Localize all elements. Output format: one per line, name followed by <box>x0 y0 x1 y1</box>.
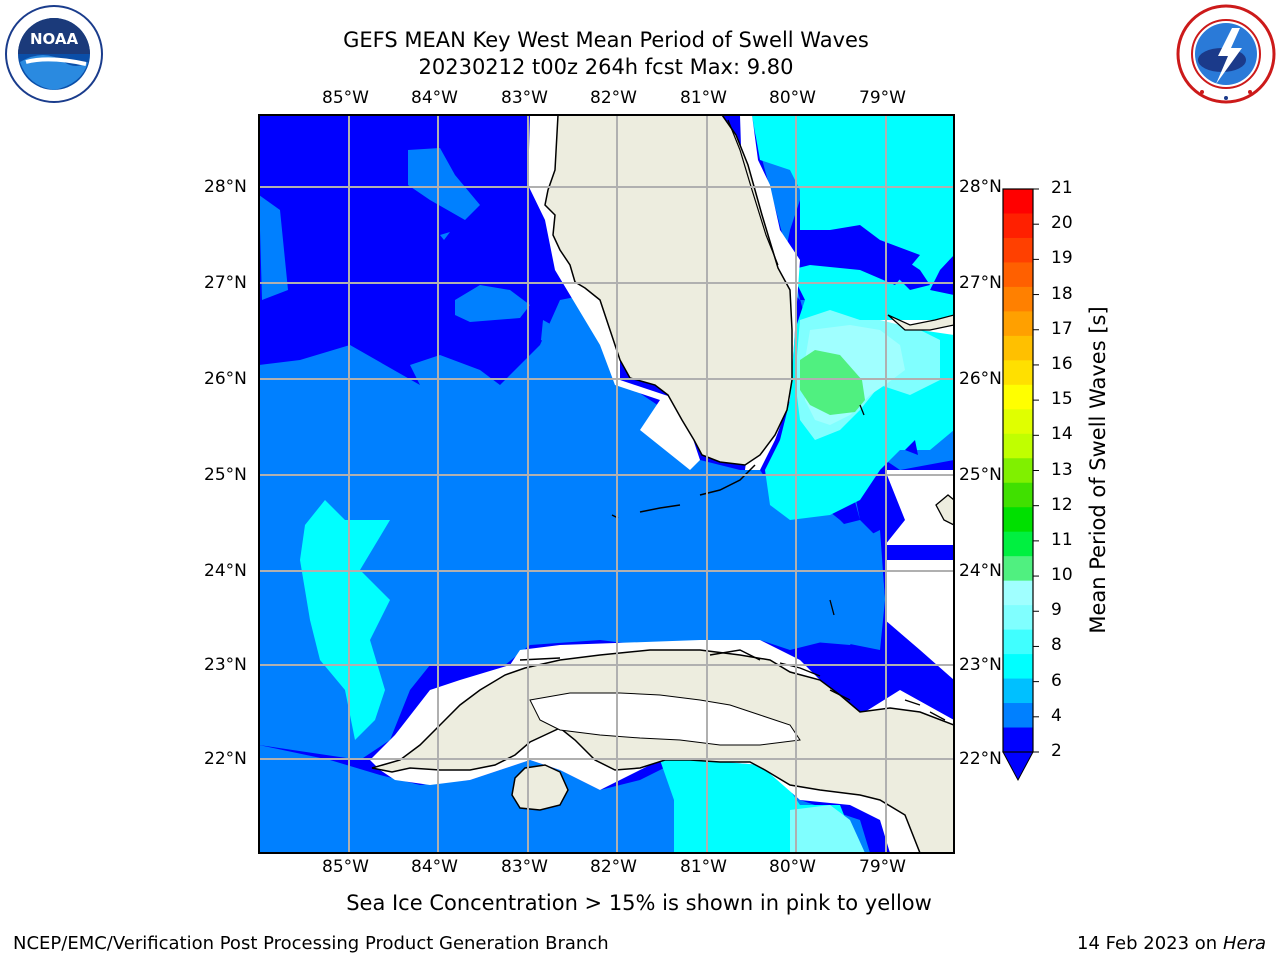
lat-label-left-22: 22°N <box>204 749 247 769</box>
chart-subtitle: 20230212 t00z 264h fcst Max: 9.80 <box>418 55 794 79</box>
lon-label-bottom-82: 82°W <box>590 857 637 877</box>
colorbar <box>1002 188 1039 782</box>
colorbar-segment <box>1003 629 1033 655</box>
lat-label-right-22: 22°N <box>959 749 1002 769</box>
colorbar-segment <box>1003 556 1033 582</box>
colorbar-segment <box>1003 507 1033 533</box>
lat-label-left-26: 26°N <box>204 369 247 389</box>
colorbar-tick-label: 8 <box>1051 635 1062 656</box>
bahamas-small <box>829 404 946 721</box>
florida-east-coast <box>727 119 779 266</box>
land-grand-bahama <box>887 314 954 331</box>
colorbar-segment <box>1003 654 1033 680</box>
footer-host: Hera <box>1222 933 1266 954</box>
land-andros <box>935 494 954 526</box>
colorbar-label: Mean Period of Swell Waves [s] <box>1086 306 1110 634</box>
colorbar-extend-arrow <box>1002 751 1034 782</box>
lat-label-right-23: 23°N <box>959 655 1002 675</box>
colorbar-segment <box>1003 189 1033 214</box>
noaa-logo: NOAA <box>4 4 104 104</box>
colorbar-tick-label: 9 <box>1051 600 1062 621</box>
lon-label-bottom-83: 83°W <box>501 857 548 877</box>
colorbar-tick-label: 6 <box>1051 670 1062 691</box>
graticule <box>259 115 954 853</box>
colorbar-segment <box>1003 580 1033 606</box>
lat-label-left-28: 28°N <box>204 177 247 197</box>
colorbar-segment <box>1003 262 1033 288</box>
colorbar-tick-label: 16 <box>1051 353 1073 374</box>
colorbar-segment <box>1003 409 1033 435</box>
lon-label-bottom-85: 85°W <box>322 857 369 877</box>
lon-label-top-84: 84°W <box>411 88 458 108</box>
colorbar-tick-label: 15 <box>1051 389 1073 410</box>
colorbar-tick-label: 10 <box>1051 565 1073 586</box>
lon-label-top-83: 83°W <box>501 88 548 108</box>
lat-label-right-27: 27°N <box>959 273 1002 293</box>
lat-label-left-23: 23°N <box>204 655 247 675</box>
colorbar-segment <box>1003 335 1033 361</box>
colorbar-segment <box>1003 286 1033 312</box>
footer-credit: NCEP/EMC/Verification Post Processing Pr… <box>13 933 609 954</box>
swell-region-cyan-west <box>300 500 390 740</box>
lon-label-bottom-81: 81°W <box>680 857 727 877</box>
colorbar-segment <box>1003 605 1033 631</box>
lon-label-top-79: 79°W <box>859 88 906 108</box>
colorbar-tick-label: 13 <box>1051 459 1073 480</box>
colorbar-segment <box>1003 482 1033 508</box>
lat-label-right-25: 25°N <box>959 465 1002 485</box>
mask-bahamas <box>880 320 954 680</box>
colorbar-segment <box>1003 237 1033 263</box>
colorbar-tick-label: 21 <box>1051 178 1073 198</box>
lon-label-top-81: 81°W <box>680 88 727 108</box>
chart-title: GEFS MEAN Key West Mean Period of Swell … <box>343 28 869 52</box>
swell-region-max <box>800 350 865 415</box>
colorbar-tick-label: 11 <box>1051 529 1073 550</box>
colorbar-tick-label: 18 <box>1051 283 1073 304</box>
lon-label-bottom-80: 80°W <box>769 857 816 877</box>
lon-label-bottom-84: 84°W <box>411 857 458 877</box>
colorbar-tick-label: 19 <box>1051 248 1073 269</box>
lon-label-top-82: 82°W <box>590 88 637 108</box>
colorbar-segment <box>1003 678 1033 704</box>
colorbar-segment <box>1003 384 1033 410</box>
colorbar-segment <box>1003 311 1033 337</box>
colorbar-tick-label: 20 <box>1051 213 1073 234</box>
colorbar-tick-label: 17 <box>1051 318 1073 339</box>
map-frame <box>258 114 955 854</box>
lon-label-top-85: 85°W <box>322 88 369 108</box>
colorbar-tick-label: 4 <box>1051 705 1062 726</box>
isle-of-youth <box>511 764 569 811</box>
swell-region-mid-north <box>259 148 552 345</box>
footer-date: 14 Feb 2023 on Hera <box>1077 933 1266 954</box>
lat-label-right-24: 24°N <box>959 561 1002 581</box>
lat-label-left-25: 25°N <box>204 465 247 485</box>
lon-label-bottom-79: 79°W <box>859 857 906 877</box>
lat-label-right-26: 26°N <box>959 369 1002 389</box>
sea-ice-note: Sea Ice Concentration > 15% is shown in … <box>346 891 932 915</box>
footer-date-text: 14 Feb 2023 on <box>1077 933 1218 954</box>
colorbar-segment <box>1003 213 1033 239</box>
svg-text:NOAA: NOAA <box>30 30 79 48</box>
lat-label-left-27: 27°N <box>204 273 247 293</box>
mask-florida-west <box>528 115 700 470</box>
colorbar-segment <box>1003 458 1033 484</box>
cuba-nodata <box>529 692 801 746</box>
colorbar-segment <box>1003 703 1033 729</box>
lat-label-left-24: 24°N <box>204 561 247 581</box>
colorbar-tick-label: 14 <box>1051 424 1073 445</box>
cuba-north-cays <box>519 649 851 701</box>
land-cuba <box>371 649 954 853</box>
lat-label-right-28: 28°N <box>959 177 1002 197</box>
colorbar-tick-label: 12 <box>1051 494 1073 515</box>
colorbar-tick-label: 2 <box>1051 741 1062 761</box>
map-plot-area <box>259 115 954 853</box>
colorbar-segment <box>1003 727 1033 753</box>
nws-logo <box>1176 4 1276 104</box>
land-florida <box>544 115 793 466</box>
colorbar-segment <box>1003 360 1033 386</box>
lon-label-top-80: 80°W <box>769 88 816 108</box>
colorbar-segment <box>1003 433 1033 459</box>
colorbar-segment <box>1003 531 1033 557</box>
